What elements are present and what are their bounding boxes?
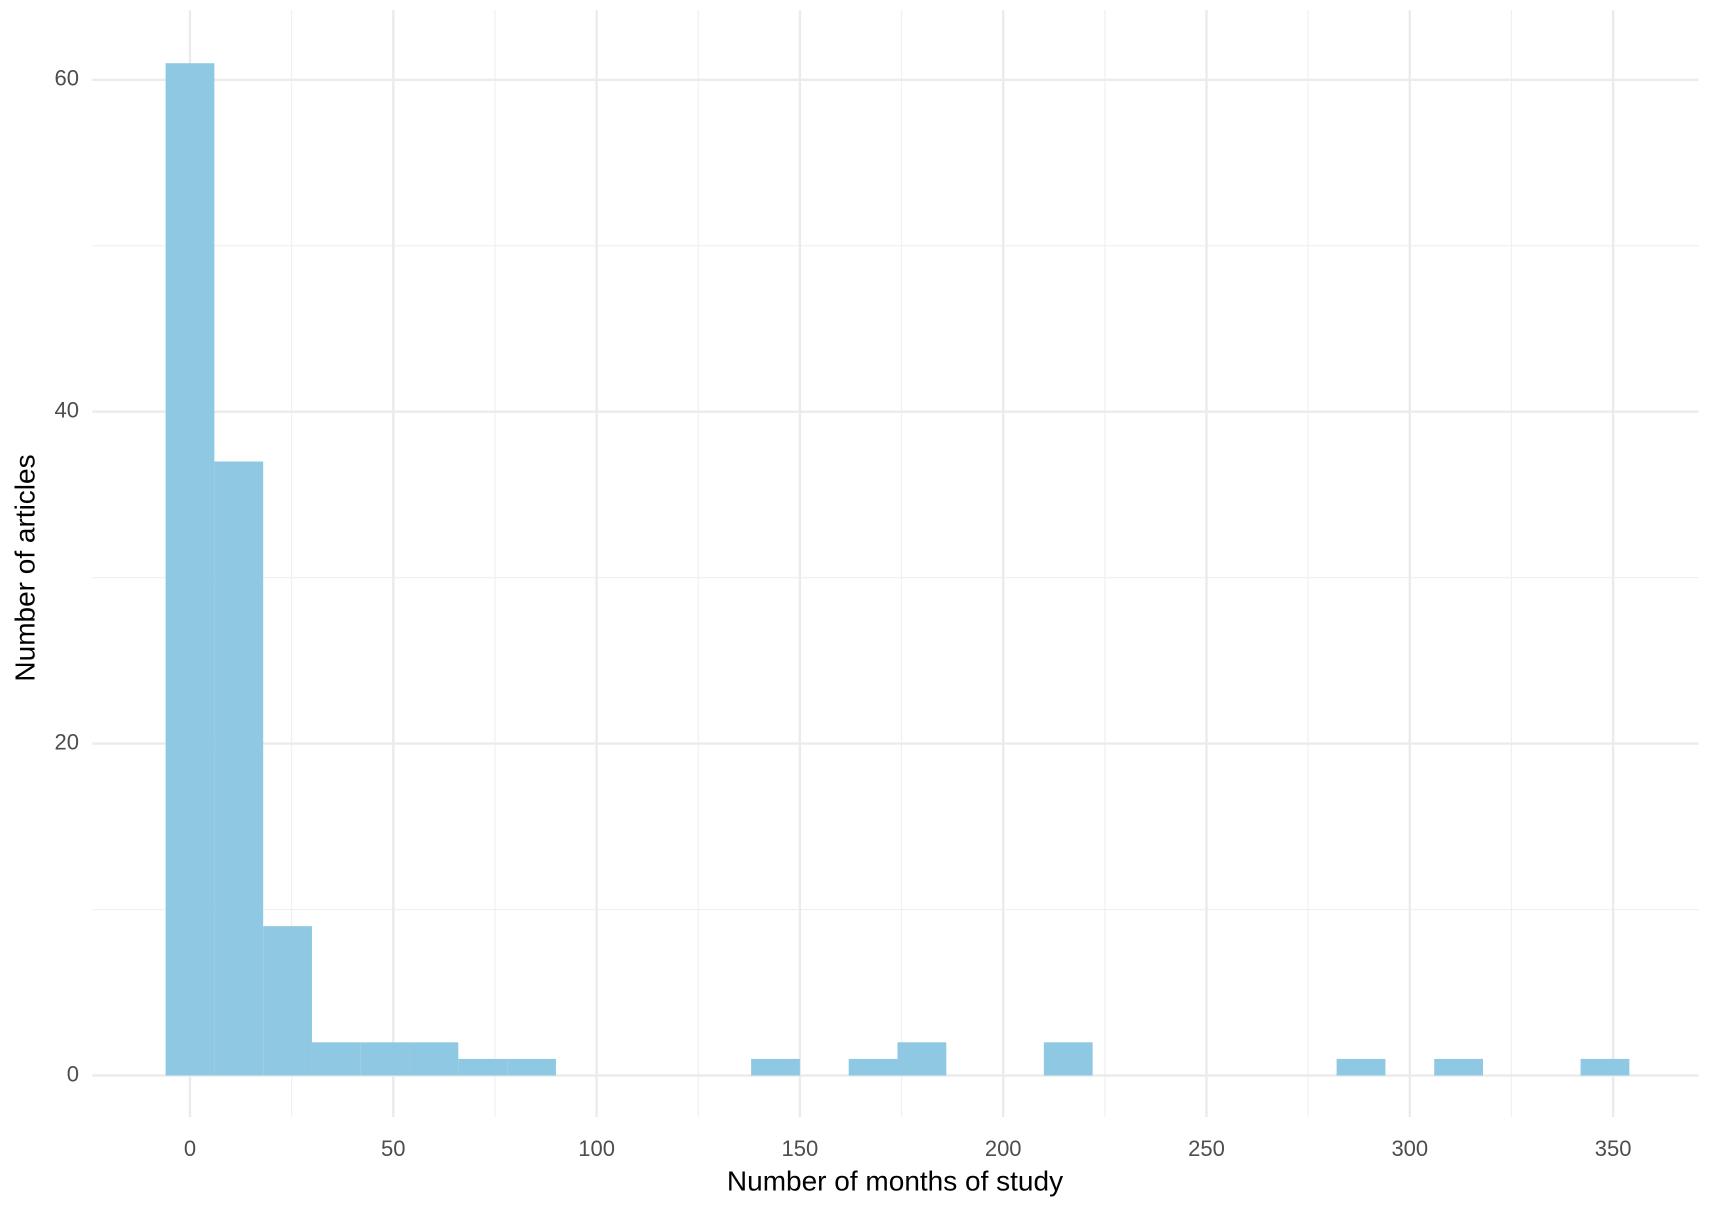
y-axis-title: Number of articles: [9, 454, 40, 681]
y-tick-label: 20: [55, 729, 79, 754]
x-tick-label: 250: [1188, 1136, 1225, 1161]
x-tick-label: 150: [782, 1136, 819, 1161]
bar: [263, 926, 312, 1076]
bar: [848, 1058, 898, 1076]
x-axis-title: Number of months of study: [727, 1165, 1063, 1196]
bar: [897, 1042, 947, 1076]
y-tick-label: 40: [55, 398, 79, 423]
y-tick-label: 0: [67, 1061, 79, 1086]
x-tick-label: 350: [1595, 1136, 1632, 1161]
bar: [409, 1042, 459, 1076]
x-tick-label: 0: [184, 1136, 196, 1161]
x-tick-label: 100: [578, 1136, 615, 1161]
bar: [1580, 1058, 1630, 1076]
x-tick-label: 200: [985, 1136, 1022, 1161]
x-tick-label: 300: [1391, 1136, 1428, 1161]
bar: [1434, 1058, 1483, 1076]
x-tick-label: 50: [381, 1136, 405, 1161]
bar: [507, 1058, 556, 1076]
y-tick-label: 60: [55, 66, 79, 91]
bar: [360, 1042, 410, 1076]
bar: [1336, 1058, 1386, 1076]
bar: [751, 1058, 800, 1076]
bar: [165, 63, 215, 1076]
bar: [1043, 1042, 1093, 1076]
bar: [311, 1042, 361, 1076]
bar: [458, 1058, 508, 1076]
bar: [214, 461, 264, 1076]
